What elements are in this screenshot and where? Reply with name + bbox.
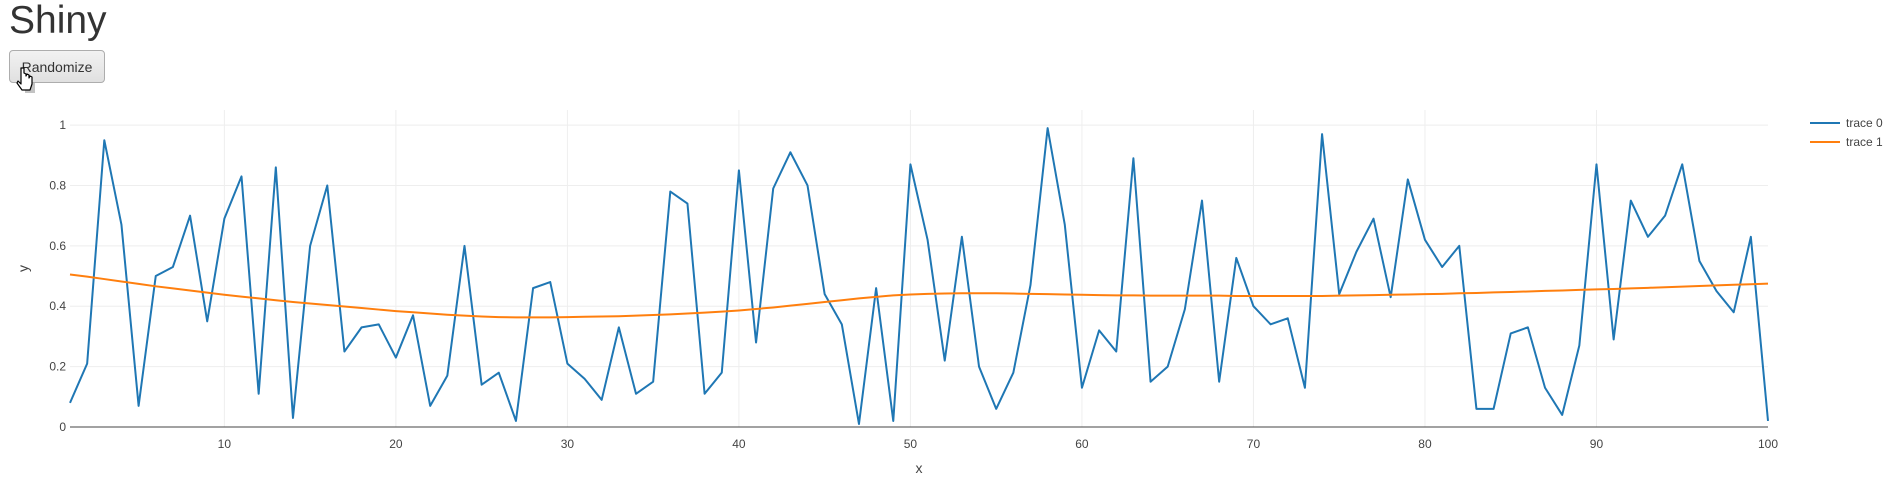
x-axis-title: x [916, 460, 923, 476]
line-chart: 0 0.2 0.4 0.6 0.8 1 10 20 30 40 50 60 70 80 90 100 x y… [15, 110, 1883, 476]
x-tick-label: 20 [389, 437, 403, 451]
grid-lines [70, 110, 1768, 427]
page-title: Shiny [9, 0, 107, 42]
x-tick-label: 40 [732, 437, 746, 451]
x-tick-label: 100 [1758, 437, 1778, 451]
y-tick-label: 1 [59, 118, 66, 132]
y-tick-label: 0.6 [49, 239, 66, 253]
x-tick-label: 80 [1418, 437, 1432, 451]
x-tick-label: 50 [904, 437, 918, 451]
y-tick-label: 0.8 [49, 178, 66, 192]
y-axis-title: y [15, 265, 31, 272]
series-layer [69, 127, 1769, 425]
series-line-trace-0 [69, 127, 1769, 425]
x-tick-labels: 10 20 30 40 50 60 70 80 90 100 [218, 437, 1779, 451]
y-tick-label: 0.2 [49, 360, 66, 374]
x-tick-label: 10 [218, 437, 232, 451]
x-tick-label: 70 [1247, 437, 1261, 451]
x-tick-label: 60 [1075, 437, 1089, 451]
y-tick-label: 0.4 [49, 299, 66, 313]
x-tick-label: 30 [561, 437, 575, 451]
series-line-trace-1 [69, 273, 1769, 319]
legend: trace 0 trace 1 [1810, 116, 1883, 149]
legend-label[interactable]: trace 1 [1846, 135, 1883, 149]
y-tick-label: 0 [59, 420, 66, 434]
y-tick-labels: 0 0.2 0.4 0.6 0.8 1 [49, 118, 66, 434]
x-tick-label: 90 [1590, 437, 1604, 451]
randomize-button[interactable]: Randomize [9, 50, 105, 83]
legend-label[interactable]: trace 0 [1846, 116, 1883, 130]
